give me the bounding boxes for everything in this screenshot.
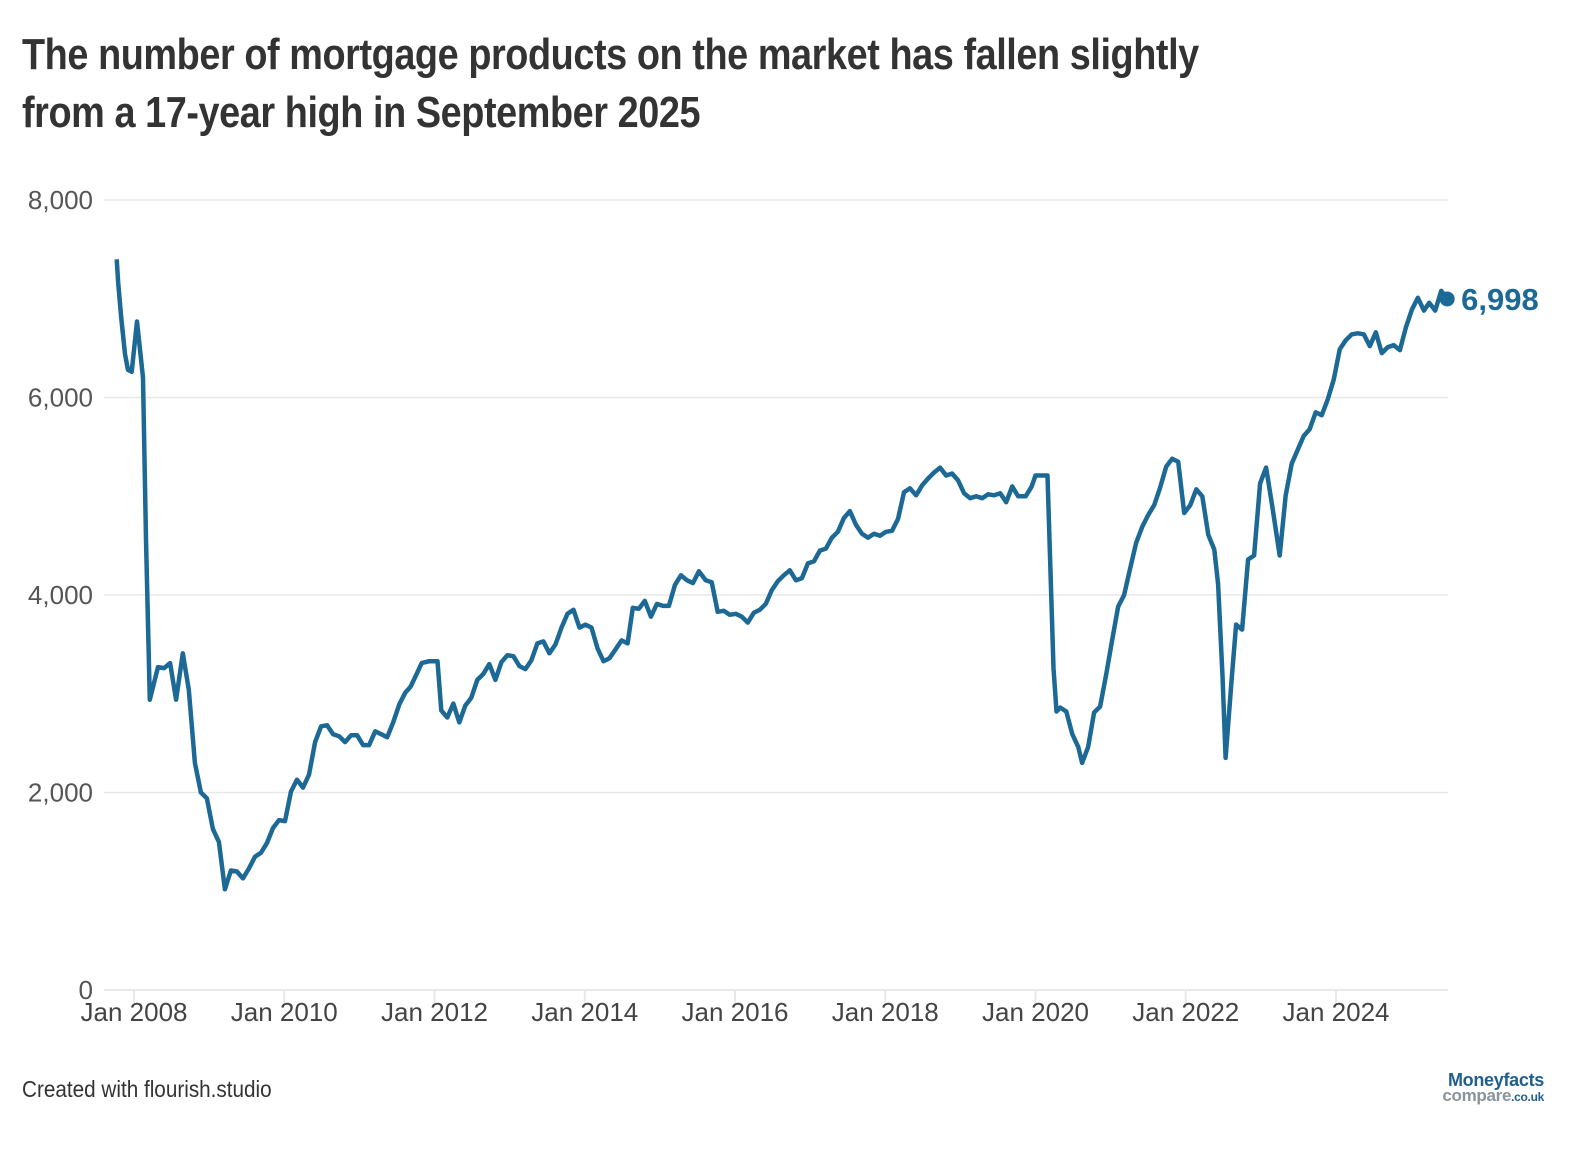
x-tick-label: Jan 2012 — [381, 997, 488, 1027]
logo-tld: .co.uk — [1511, 1090, 1544, 1104]
logo-line-2: compare.co.uk — [1442, 1086, 1544, 1105]
chart-title-line-2: from a 17-year high in September 2025 — [22, 88, 701, 137]
series-line-mortgage-products — [114, 259, 1449, 892]
y-tick-label: 4,000 — [28, 580, 93, 610]
y-axis: 0 2,000 4,000 6,000 8,000 — [28, 185, 93, 1005]
chart-title: The number of mortgage products on the m… — [22, 26, 1346, 142]
moneyfacts-logo: Moneyfacts compare.co.uk — [1442, 1070, 1544, 1105]
credit-text: Created with flourish.studio — [22, 1076, 272, 1102]
x-tick-label: Jan 2024 — [1283, 997, 1390, 1027]
x-tick-label: Jan 2018 — [832, 997, 939, 1027]
x-axis: Jan 2008 Jan 2010 Jan 2012 Jan 2014 Jan 2016… — [81, 990, 1390, 1027]
logo-line-1: Moneyfacts — [1447, 1070, 1544, 1090]
x-tick-label: Jan 2008 — [81, 997, 188, 1027]
end-point-marker — [1439, 291, 1455, 307]
y-tick-label: 8,000 — [28, 185, 93, 215]
x-tick-label: Jan 2020 — [982, 997, 1089, 1027]
x-tick-label: Jan 2014 — [531, 997, 638, 1027]
y-tick-label: 0 — [79, 975, 93, 1005]
y-tick-label: 6,000 — [28, 383, 93, 413]
x-tick-label: Jan 2022 — [1132, 997, 1239, 1027]
y-tick-label: 2,000 — [28, 778, 93, 808]
x-tick-label: Jan 2010 — [231, 997, 338, 1027]
chart-title-line-1: The number of mortgage products on the m… — [22, 30, 1199, 79]
gridlines — [104, 199, 1448, 991]
end-value-label: 6,998 — [1461, 282, 1539, 317]
logo-compare: compare — [1442, 1086, 1512, 1105]
x-tick-label: Jan 2016 — [682, 997, 789, 1027]
